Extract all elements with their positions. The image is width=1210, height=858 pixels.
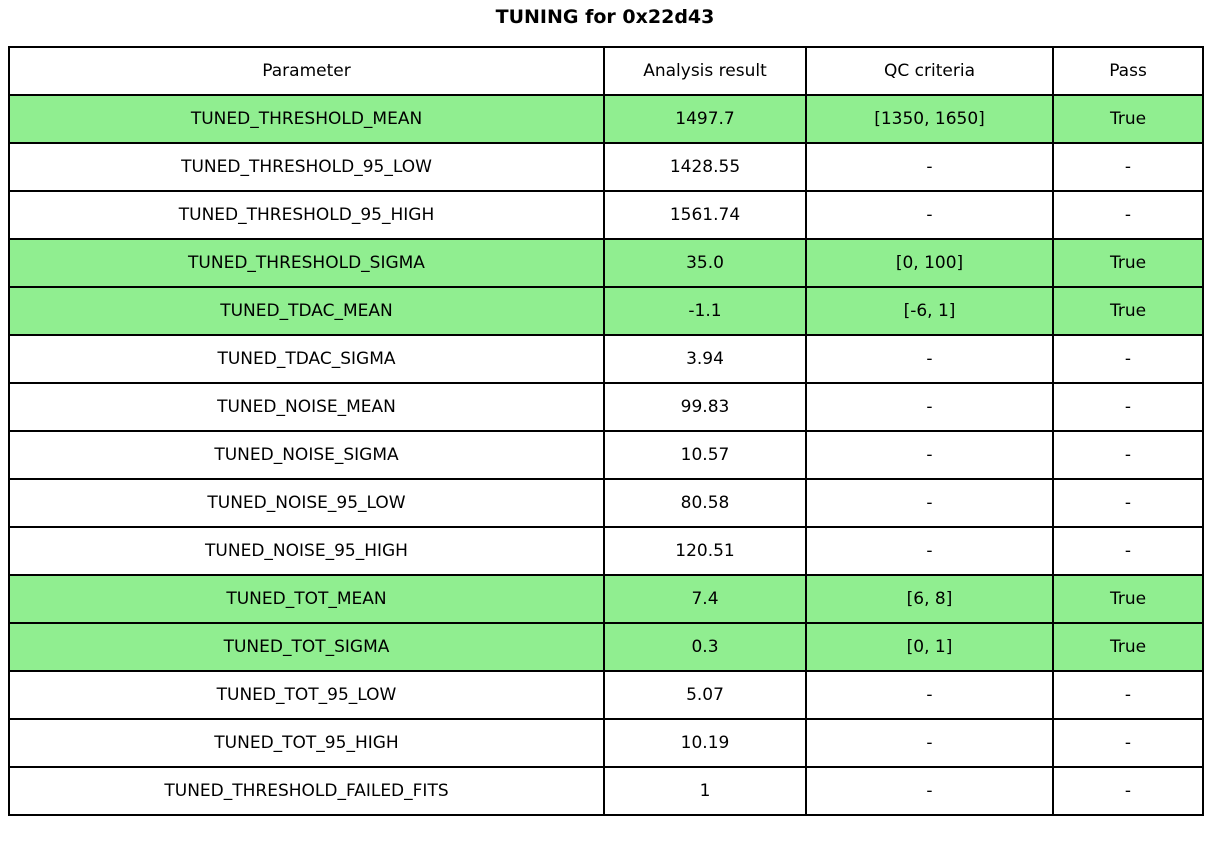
pass-cell: - [1052,430,1204,480]
parameter-cell: TUNED_NOISE_95_LOW [8,478,605,528]
result-cell: 80.58 [603,478,807,528]
pass-cell: - [1052,190,1204,240]
criteria-cell: - [805,526,1054,576]
parameter-cell: TUNED_THRESHOLD_MEAN [8,94,605,144]
table-row: TUNED_TDAC_SIGMA 3.94 - - [8,334,1204,384]
result-cell: 1561.74 [603,190,807,240]
table-row: TUNED_TOT_SIGMA 0.3 [0, 1] True [8,622,1204,672]
result-cell: 0.3 [603,622,807,672]
parameter-cell: TUNED_THRESHOLD_SIGMA [8,238,605,288]
pass-cell: True [1052,238,1204,288]
result-cell: 1428.55 [603,142,807,192]
criteria-cell: - [805,190,1054,240]
table-row: TUNED_TOT_95_LOW 5.07 - - [8,670,1204,720]
criteria-cell: - [805,718,1054,768]
parameter-cell: TUNED_NOISE_SIGMA [8,430,605,480]
table-row: TUNED_NOISE_95_HIGH 120.51 - - [8,526,1204,576]
pass-cell: - [1052,766,1204,816]
table-row: TUNED_NOISE_SIGMA 10.57 - - [8,430,1204,480]
parameter-cell: TUNED_NOISE_95_HIGH [8,526,605,576]
result-cell: -1.1 [603,286,807,336]
parameter-cell: TUNED_THRESHOLD_FAILED_FITS [8,766,605,816]
table-row: TUNED_THRESHOLD_FAILED_FITS 1 - - [8,766,1204,816]
result-cell: 1 [603,766,807,816]
qc-tuning-table: Parameter Analysis result QC criteria Pa… [8,46,1204,816]
table-row: TUNED_THRESHOLD_MEAN 1497.7 [1350, 1650]… [8,94,1204,144]
result-cell: 99.83 [603,382,807,432]
result-cell: 10.57 [603,430,807,480]
column-header-qc-criteria: QC criteria [805,46,1054,96]
table-row: TUNED_TDAC_MEAN -1.1 [-6, 1] True [8,286,1204,336]
pass-cell: - [1052,142,1204,192]
pass-cell: True [1052,622,1204,672]
parameter-cell: TUNED_THRESHOLD_95_HIGH [8,190,605,240]
parameter-cell: TUNED_TOT_95_LOW [8,670,605,720]
page-title: TUNING for 0x22d43 [495,6,715,28]
table-row: TUNED_THRESHOLD_SIGMA 35.0 [0, 100] True [8,238,1204,288]
criteria-cell: - [805,334,1054,384]
table-row: TUNED_THRESHOLD_95_LOW 1428.55 - - [8,142,1204,192]
table-row: TUNED_NOISE_MEAN 99.83 - - [8,382,1204,432]
criteria-cell: [-6, 1] [805,286,1054,336]
parameter-cell: TUNED_TDAC_SIGMA [8,334,605,384]
result-cell: 10.19 [603,718,807,768]
criteria-cell: [1350, 1650] [805,94,1054,144]
pass-cell: - [1052,334,1204,384]
parameter-cell: TUNED_TDAC_MEAN [8,286,605,336]
table-header-row: Parameter Analysis result QC criteria Pa… [8,46,1204,96]
criteria-cell: - [805,478,1054,528]
criteria-cell: - [805,382,1054,432]
table-row: TUNED_TOT_MEAN 7.4 [6, 8] True [8,574,1204,624]
pass-cell: True [1052,94,1204,144]
result-cell: 3.94 [603,334,807,384]
parameter-cell: TUNED_THRESHOLD_95_LOW [8,142,605,192]
pass-cell: - [1052,382,1204,432]
parameter-cell: TUNED_NOISE_MEAN [8,382,605,432]
result-cell: 1497.7 [603,94,807,144]
pass-cell: - [1052,478,1204,528]
parameter-cell: TUNED_TOT_MEAN [8,574,605,624]
result-cell: 5.07 [603,670,807,720]
result-cell: 7.4 [603,574,807,624]
result-cell: 120.51 [603,526,807,576]
pass-cell: - [1052,718,1204,768]
column-header-parameter: Parameter [8,46,605,96]
criteria-cell: [0, 1] [805,622,1054,672]
column-header-analysis-result: Analysis result [603,46,807,96]
column-header-pass: Pass [1052,46,1204,96]
criteria-cell: - [805,430,1054,480]
pass-cell: - [1052,670,1204,720]
result-cell: 35.0 [603,238,807,288]
criteria-cell: - [805,142,1054,192]
criteria-cell: [0, 100] [805,238,1054,288]
pass-cell: True [1052,286,1204,336]
pass-cell: - [1052,526,1204,576]
criteria-cell: [6, 8] [805,574,1054,624]
pass-cell: True [1052,574,1204,624]
parameter-cell: TUNED_TOT_SIGMA [8,622,605,672]
criteria-cell: - [805,766,1054,816]
criteria-cell: - [805,670,1054,720]
table-row: TUNED_THRESHOLD_95_HIGH 1561.74 - - [8,190,1204,240]
table-row: TUNED_NOISE_95_LOW 80.58 - - [8,478,1204,528]
parameter-cell: TUNED_TOT_95_HIGH [8,718,605,768]
table-row: TUNED_TOT_95_HIGH 10.19 - - [8,718,1204,768]
